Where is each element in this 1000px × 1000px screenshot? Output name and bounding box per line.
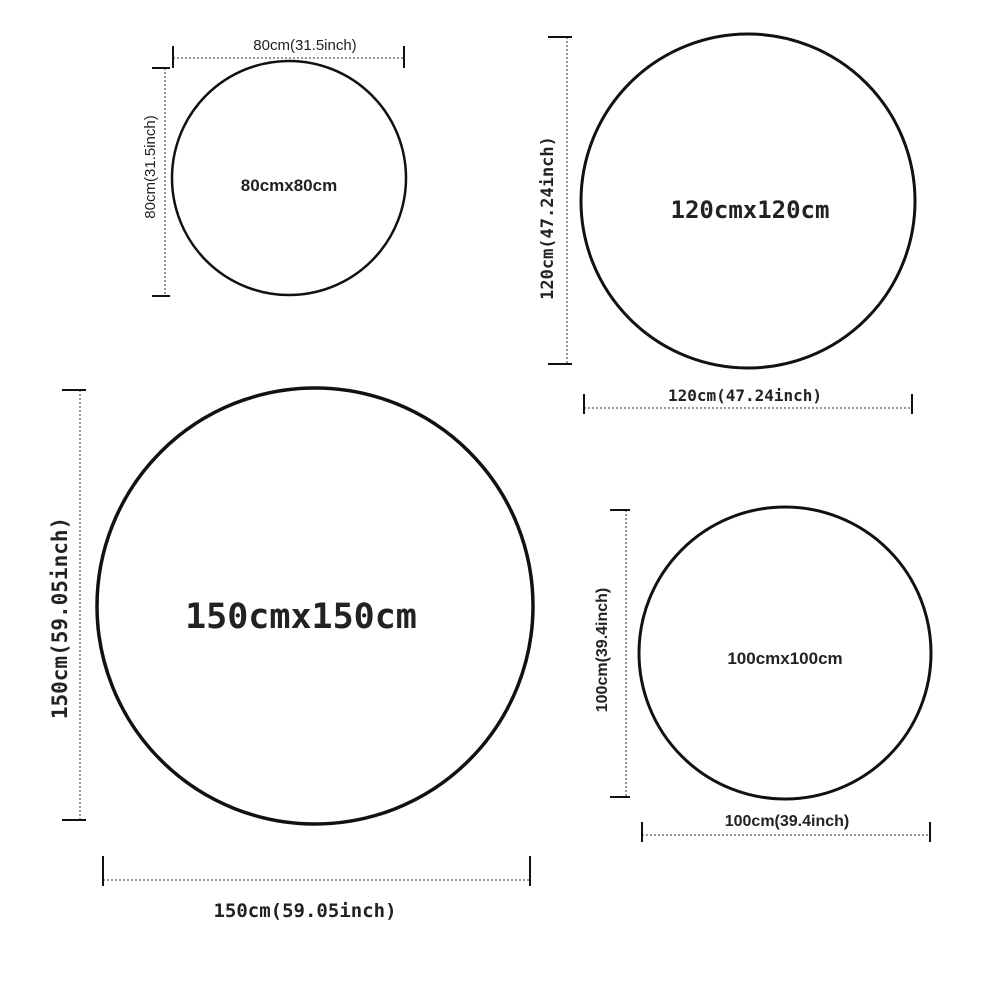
width-label-100: 100cm(39.4inch) — [725, 813, 850, 830]
size-label-150: 150cmx150cm — [185, 597, 417, 637]
height-label-100: 100cm(39.4inch) — [594, 588, 611, 713]
circle-150-group: 150cm(59.05inch) 150cm(59.05inch) 150cmx… — [48, 386, 535, 922]
width-label-80: 80cm(31.5inch) — [253, 37, 356, 54]
circle-80-group: 80cm(31.5inch) 80cm(31.5inch) 80cmx80cm — [142, 37, 408, 297]
circle-100 — [637, 505, 933, 801]
circle-100-group: 100cm(39.4inch) 100cm(39.4inch) 100cmx10… — [594, 505, 933, 842]
circle-120-group: 120cm(47.24inch) 120cm(47.24inch) 120cmx… — [538, 32, 917, 414]
width-label-150: 150cm(59.05inch) — [213, 900, 396, 922]
circle-150 — [95, 386, 535, 826]
size-label-100: 100cmx100cm — [727, 649, 842, 668]
height-label-80: 80cm(31.5inch) — [142, 115, 159, 218]
circle-80 — [170, 59, 408, 297]
size-label-120: 120cmx120cm — [671, 196, 830, 224]
circle-120 — [579, 32, 917, 370]
width-label-120: 120cm(47.24inch) — [668, 386, 822, 405]
size-label-80: 80cmx80cm — [241, 176, 337, 195]
height-label-120: 120cm(47.24inch) — [538, 136, 558, 300]
height-label-150: 150cm(59.05inch) — [48, 517, 72, 719]
